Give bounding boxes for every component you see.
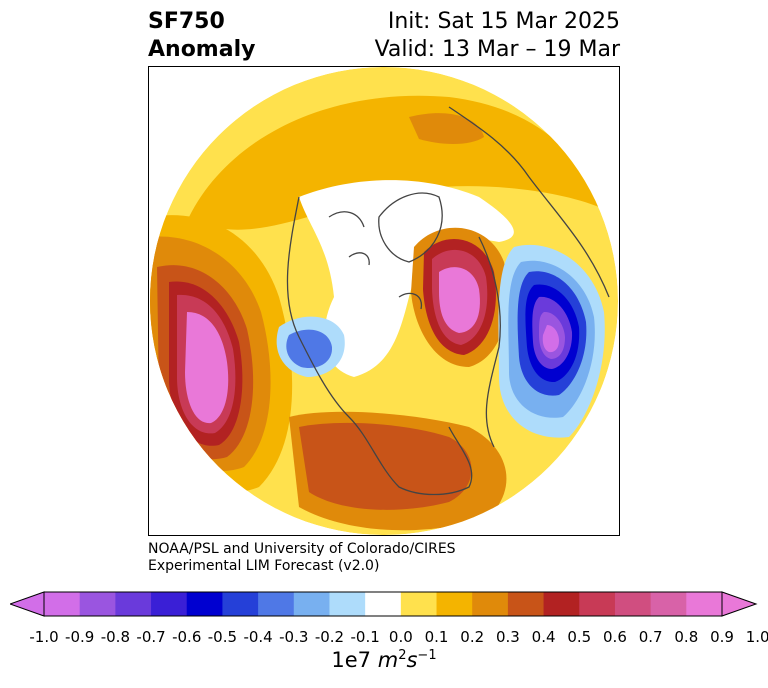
colorbar-extend-high <box>721 591 758 617</box>
colorbar-tick-label: -0.5 <box>207 628 238 646</box>
colorbar-cell <box>186 592 223 616</box>
units-s-exponent: −1 <box>417 648 437 663</box>
darkorange-us <box>299 422 472 510</box>
greenland-coast <box>378 192 443 263</box>
gold-band-north <box>189 95 599 230</box>
colorbar-cell <box>686 592 723 616</box>
colorbar-cell <box>115 592 152 616</box>
credit-line-2: Experimental LIM Forecast (v2.0) <box>148 558 380 574</box>
colorbar-tick-label: 0.7 <box>638 628 663 646</box>
colorbar-tick-label: 0.1 <box>424 628 449 646</box>
arctic-islands <box>328 211 423 310</box>
colorbar-cell <box>400 592 438 616</box>
colorbar-cell <box>79 592 116 616</box>
orange-patch-north <box>409 113 484 144</box>
colorbar-cell <box>258 592 295 616</box>
colorbar-cell <box>543 592 580 616</box>
data-credit: NOAA/PSL and University of Colorado/CIRE… <box>148 541 456 575</box>
colorbar-cell <box>614 592 652 616</box>
magenta-east <box>439 267 480 333</box>
colorbar-tick-label: 1.0 <box>745 628 768 646</box>
colorbar-tick-label: 0.3 <box>495 628 520 646</box>
colorbar-cell <box>222 592 259 616</box>
colorbar-cell <box>650 592 687 616</box>
colorbar-tick-label: -0.3 <box>279 628 309 646</box>
colorbar-tick-label: -0.2 <box>314 628 345 646</box>
colorbar-cell <box>436 592 473 616</box>
units-m-exponent: 2 <box>398 648 407 663</box>
colorbar-tick-label: 0.0 <box>388 628 413 646</box>
colorbar-cell <box>329 592 366 616</box>
colorbar-tick-label: -0.1 <box>350 628 380 646</box>
colorbar-tick-label: -0.8 <box>100 628 130 646</box>
colorbar-tick-label: -1.0 <box>29 628 59 646</box>
coastlines <box>286 106 610 496</box>
colorbar-cell <box>365 592 402 616</box>
units-s: s <box>406 648 418 672</box>
forecast-dates: Init: Sat 15 Mar 2025 Valid: 13 Mar – 19… <box>375 8 620 64</box>
units-scale: 1e7 <box>331 648 378 672</box>
colorbar-tick-label: -0.6 <box>172 628 202 646</box>
colorbar-tick-label: 0.4 <box>531 628 556 646</box>
credit-line-1: NOAA/PSL and University of Colorado/CIRE… <box>148 541 456 557</box>
valid-date: Valid: 13 Mar – 19 Mar <box>374 37 620 62</box>
colorbar-cell <box>472 592 509 616</box>
colorbar-cell <box>293 592 330 616</box>
colorbar-tick-label: -0.4 <box>243 628 273 646</box>
title-variable: SF750 <box>148 9 225 34</box>
colorbar-cell <box>44 592 81 616</box>
colorbar-tick-label: 0.9 <box>710 628 734 646</box>
lilac-east <box>542 325 559 353</box>
colorbar-cell <box>507 592 545 616</box>
colorbar-tick-label: 0.8 <box>674 628 699 646</box>
colorbar <box>10 591 758 617</box>
colorbar-border <box>43 591 723 617</box>
colorbar-tick-label: -0.7 <box>136 628 166 646</box>
colorbar-tick-label: -0.9 <box>65 628 95 646</box>
init-date: Init: Sat 15 Mar 2025 <box>387 9 620 34</box>
colorbar-extend-low <box>10 591 45 617</box>
units-m: m <box>377 648 399 672</box>
colorbar-units: 1e7 m2s−1 <box>331 648 436 672</box>
north-america-coast <box>286 196 473 496</box>
colorbar-tick-label: 0.2 <box>460 628 485 646</box>
chart-title: SF750 Anomaly <box>148 8 255 64</box>
eurasia-coast <box>448 106 610 448</box>
map-panel <box>148 66 620 536</box>
magenta-west <box>185 312 229 424</box>
colorbar-tick-label: 0.6 <box>603 628 627 646</box>
colorbar-cell <box>151 592 188 616</box>
colorbar-cells <box>44 592 723 616</box>
polar-map <box>150 67 618 535</box>
anomaly-field <box>150 67 618 535</box>
blue-west <box>286 329 333 369</box>
colorbar-cell <box>579 592 616 616</box>
colorbar-tick-label: 0.5 <box>567 628 592 646</box>
title-type: Anomaly <box>148 37 256 62</box>
